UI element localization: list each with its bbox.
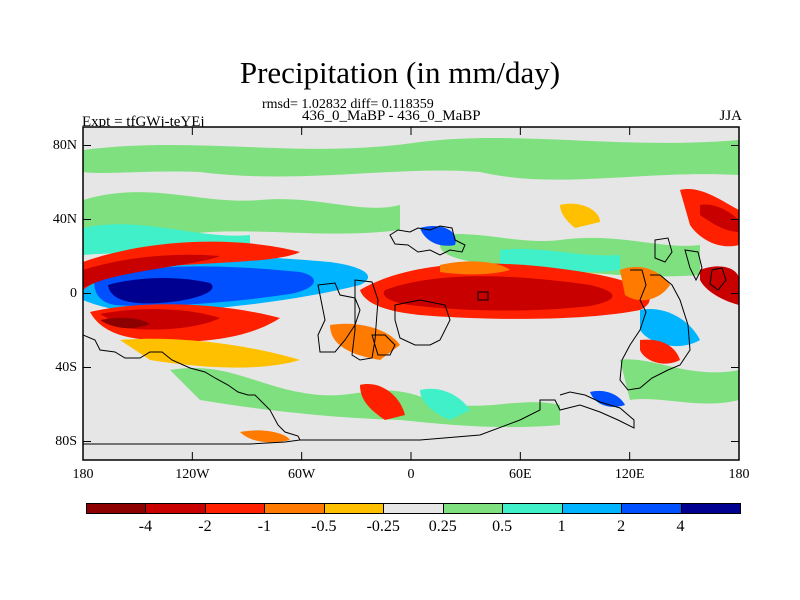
- colorbar-label: 0.25: [428, 518, 457, 535]
- case-comparison-label: 436_0_MaBP - 436_0_MaBP: [302, 108, 481, 124]
- colorbar-swatch: [621, 503, 682, 514]
- colorbar-swatch: [502, 503, 563, 514]
- colorbar-label: -2: [198, 518, 212, 535]
- lat-label-40s: 40S: [55, 359, 77, 375]
- lat-label-40n: 40N: [52, 211, 77, 227]
- lon-label-120w: 120W: [175, 467, 210, 482]
- precip-field: [83, 138, 739, 443]
- lon-label-120e: 120E: [614, 467, 645, 482]
- colorbar-swatch: [323, 503, 385, 514]
- colorbar-label: -1: [257, 518, 272, 535]
- colorbar-swatch: [561, 503, 623, 514]
- lat-label-0: 0: [70, 285, 77, 301]
- colorbar-swatch: [442, 503, 504, 514]
- colorbar-label: 1: [557, 518, 566, 535]
- lat-label-80n: 80N: [52, 137, 77, 153]
- lon-label-180w: 180: [72, 467, 94, 482]
- colorbar-swatch: [86, 503, 147, 514]
- colorbar-label: -0.5: [311, 518, 337, 535]
- colorbar-label: 4: [676, 518, 685, 535]
- colorbar-swatch: [680, 503, 741, 514]
- colorbar-swatch: [204, 503, 266, 514]
- lon-label-60w: 60W: [288, 467, 316, 482]
- colorbar-swatch: [383, 503, 444, 514]
- lon-label-0: 0: [407, 467, 415, 482]
- colorbar-label: 0.5: [492, 518, 513, 535]
- rmsd-diff-stats: rmsd= 1.02832 diff= 0.118359: [262, 97, 434, 112]
- colorbar-label: -4: [138, 518, 153, 535]
- colorbar-swatch: [145, 503, 206, 514]
- colorbar-swatch: [264, 503, 325, 514]
- plot-title: Precipitation (in mm/day): [239, 55, 561, 90]
- lat-label-80s: 80S: [55, 433, 77, 449]
- lon-label-60e: 60E: [509, 467, 532, 482]
- lon-label-180e: 180: [728, 467, 750, 482]
- coastlines: [83, 225, 727, 445]
- colorbar-label: 2: [617, 518, 626, 535]
- colorbar-label: -0.25: [366, 518, 400, 535]
- experiment-label: Expt = tfGWj-teYEj: [82, 114, 205, 130]
- season-label: JJA: [719, 108, 742, 124]
